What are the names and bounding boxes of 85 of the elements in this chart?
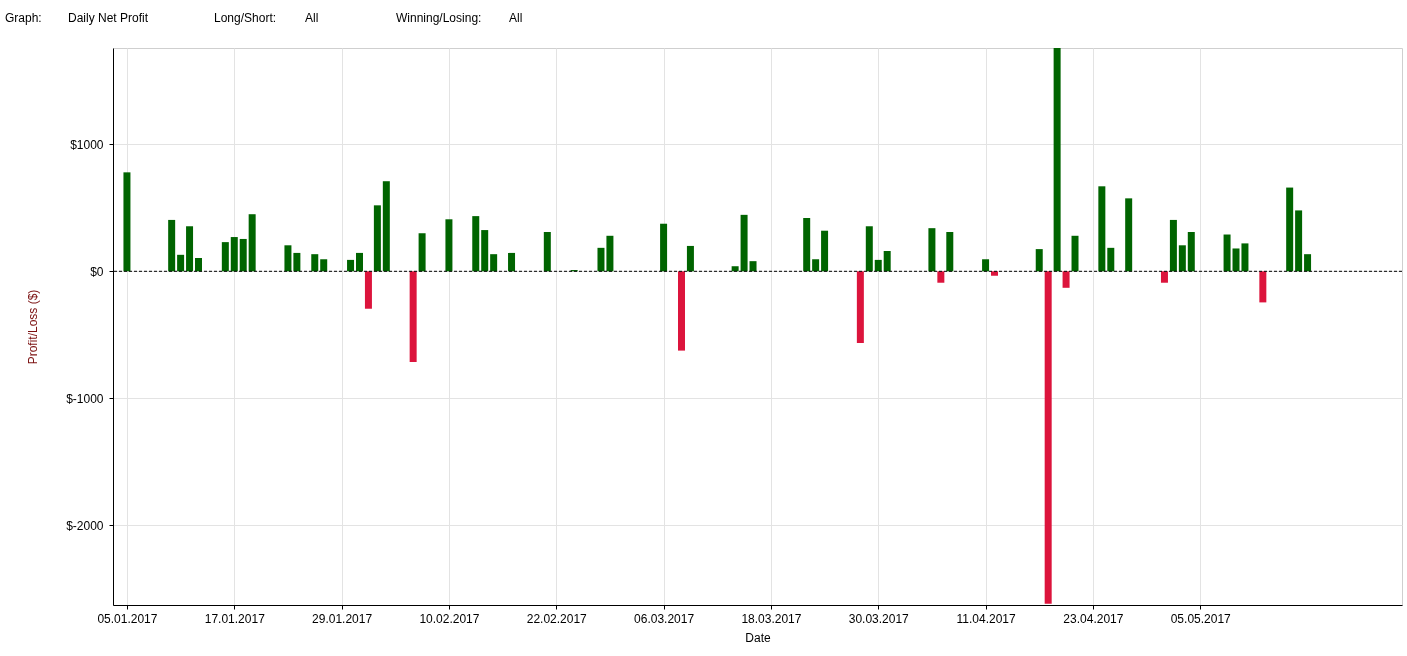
x-tick-label: 18.03.2017 bbox=[741, 611, 802, 626]
x-axis-title: Date bbox=[745, 630, 771, 645]
bar bbox=[1071, 235, 1079, 272]
bar bbox=[490, 254, 498, 272]
bar bbox=[355, 252, 363, 272]
bar bbox=[293, 252, 301, 272]
bar bbox=[320, 259, 328, 272]
bar bbox=[248, 214, 256, 272]
y-axis-title: Profit/Loss ($) bbox=[26, 289, 41, 365]
bar bbox=[856, 271, 864, 343]
bar bbox=[686, 245, 694, 272]
bar bbox=[221, 242, 229, 272]
bar bbox=[1187, 231, 1195, 272]
bar bbox=[543, 231, 551, 272]
bar bbox=[472, 216, 480, 272]
bar bbox=[1160, 271, 1168, 283]
x-tick-label: 30.03.2017 bbox=[848, 611, 910, 626]
bar bbox=[508, 252, 516, 272]
x-tick-label: 05.01.2017 bbox=[97, 611, 158, 626]
bar bbox=[1053, 48, 1061, 272]
bar bbox=[373, 205, 381, 272]
bar bbox=[1125, 198, 1133, 272]
bar bbox=[937, 271, 945, 283]
x-tick-label: 11.04.2017 bbox=[956, 611, 1016, 626]
bar bbox=[177, 254, 185, 272]
bar bbox=[1098, 186, 1106, 272]
text: Daily Net Profit bbox=[68, 11, 149, 25]
bar bbox=[284, 245, 292, 272]
bar bbox=[481, 230, 489, 272]
bar bbox=[982, 259, 990, 272]
bar bbox=[677, 271, 685, 351]
bar bbox=[1035, 249, 1043, 272]
bar bbox=[1178, 245, 1186, 272]
x-tick-label: 29.01.2017 bbox=[312, 611, 373, 626]
text: All bbox=[509, 11, 523, 25]
text: Graph: bbox=[5, 11, 42, 25]
bar bbox=[928, 228, 936, 272]
bar bbox=[1169, 219, 1177, 272]
y-tick-label: $-2000 bbox=[66, 518, 104, 533]
bar bbox=[660, 223, 668, 272]
bar bbox=[1259, 271, 1267, 303]
bar bbox=[821, 230, 829, 272]
bar bbox=[1223, 234, 1231, 272]
y-tick-label: $0 bbox=[90, 264, 104, 279]
text: Long/Short: bbox=[214, 11, 277, 25]
x-tick-label: 22.02.2017 bbox=[526, 611, 588, 626]
x-tick-label: 06.03.2017 bbox=[634, 611, 695, 626]
bar bbox=[364, 271, 372, 309]
bar bbox=[418, 233, 426, 272]
bar bbox=[382, 181, 390, 272]
bar bbox=[195, 257, 202, 272]
x-tick-label: 10.02.2017 bbox=[419, 611, 480, 626]
bar bbox=[597, 247, 605, 272]
bar bbox=[445, 219, 453, 272]
x-tick-label: 05.05.2017 bbox=[1170, 611, 1232, 626]
bar bbox=[731, 266, 739, 272]
bar bbox=[803, 218, 811, 272]
bar bbox=[874, 259, 882, 272]
bar bbox=[347, 259, 355, 272]
bar bbox=[740, 214, 748, 272]
bar bbox=[1304, 254, 1312, 272]
text: Winning/Losing: bbox=[396, 11, 482, 25]
bar bbox=[186, 226, 194, 272]
bar bbox=[409, 271, 417, 363]
y-tick-label: $-1000 bbox=[66, 391, 104, 406]
bar bbox=[749, 261, 757, 272]
x-tick-label: 23.04.2017 bbox=[1063, 611, 1124, 626]
bar bbox=[865, 226, 873, 272]
bar bbox=[1295, 210, 1303, 272]
bar bbox=[123, 172, 131, 272]
bar bbox=[1107, 247, 1115, 272]
bar bbox=[1062, 271, 1070, 288]
bar bbox=[230, 237, 238, 272]
bar bbox=[812, 259, 820, 272]
bar bbox=[168, 219, 176, 272]
bar bbox=[239, 238, 247, 272]
y-tick-label: $1000 bbox=[70, 137, 104, 152]
bar bbox=[946, 231, 954, 272]
bar bbox=[1044, 271, 1052, 604]
bar bbox=[883, 251, 891, 272]
bar bbox=[311, 254, 319, 272]
x-tick-label: 17.01.2017 bbox=[204, 611, 266, 626]
text: All bbox=[305, 11, 319, 25]
bar bbox=[606, 235, 614, 272]
bar bbox=[1286, 187, 1294, 272]
